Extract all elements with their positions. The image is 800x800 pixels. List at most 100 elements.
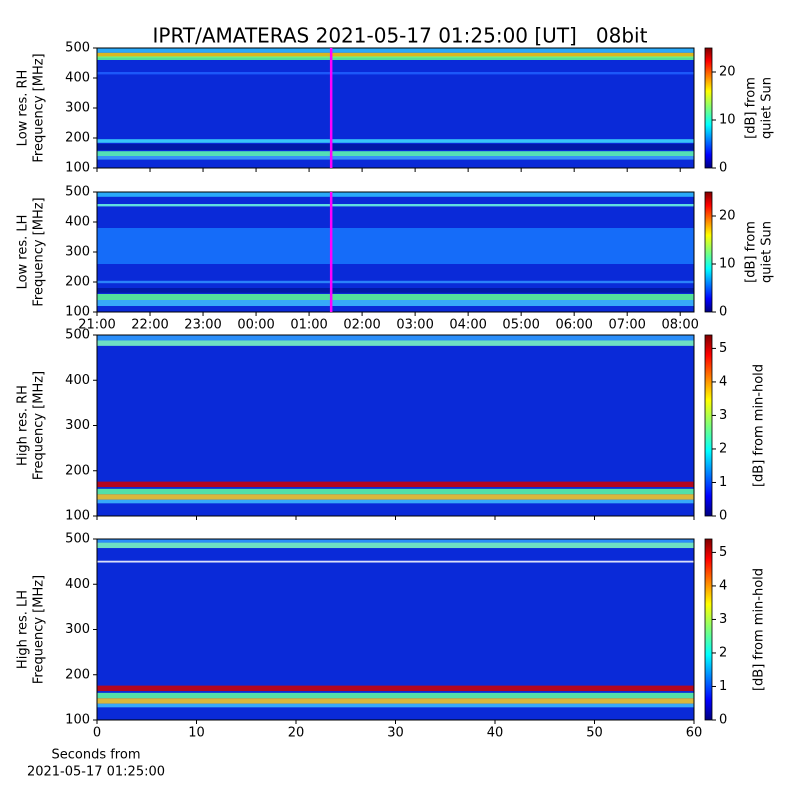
colorbar-tick-label: 0 (719, 509, 727, 524)
x-tick-label: 21:00 (78, 318, 115, 333)
colorbar-tick-label: 1 (719, 475, 727, 490)
spectrogram-band (97, 300, 694, 306)
spectrogram-band (97, 228, 694, 264)
y-axis-label: Low res. LH (16, 215, 31, 290)
x-tick-label: 06:00 (555, 318, 592, 333)
y-tick-label: 400 (65, 215, 90, 230)
colorbar-tick-label: 20 (719, 209, 736, 224)
y-axis-label: Frequency [MHz] (32, 371, 47, 480)
colorbar-tick-label: 3 (719, 612, 727, 627)
y-axis-label: High res. RH (16, 385, 31, 466)
colorbar-tick-label: 0 (719, 713, 727, 728)
spectrogram-band (97, 56, 694, 60)
x-tick-label: 02:00 (343, 318, 380, 333)
spectrogram-band (97, 488, 694, 495)
x-tick-label: 0 (93, 726, 101, 741)
colorbar-label: [dB] from (744, 221, 759, 283)
spectrogram-band (97, 280, 694, 284)
spectrogram-band (97, 499, 694, 504)
colorbar-label: [dB] from (744, 77, 759, 139)
y-tick-label: 500 (65, 328, 90, 343)
spectrogram-band (97, 560, 694, 563)
colorbar-label: quiet Sun (760, 77, 775, 139)
spectrogram-band (97, 52, 694, 58)
colorbar-label: [dB] from min-hold (752, 364, 767, 487)
spectrogram-band (97, 72, 694, 75)
spectrogram-band (97, 340, 694, 346)
colorbar-tick-label: 4 (719, 578, 727, 593)
colorbar-tick-label: 5 (719, 545, 727, 560)
x-tick-label: 07:00 (608, 318, 645, 333)
figure-title: IPRT/AMATERAS 2021-05-17 01:25:00 [UT] 0… (153, 24, 648, 48)
colorbar-tick-label: 3 (719, 408, 727, 423)
y-tick-label: 400 (65, 373, 90, 388)
y-axis-label: Frequency [MHz] (32, 53, 47, 162)
colorbar-tick-label: 2 (719, 645, 727, 660)
panel: 100 200 300 400 500 Low res. LH Frequency [MHz… (16, 185, 775, 333)
colorbar (704, 538, 713, 721)
y-axis-label: Frequency [MHz] (32, 575, 47, 684)
x-tick-label: 01:00 (290, 318, 327, 333)
x-tick-label: 60 (686, 726, 703, 741)
x-tick-label: 04:00 (449, 318, 486, 333)
colorbar-label: quiet Sun (760, 221, 775, 283)
spectrogram-band (97, 335, 694, 341)
spectrogram-band (97, 692, 694, 699)
spectrogram-band (97, 48, 694, 53)
y-tick-label: 100 (65, 509, 90, 524)
y-axis-label: High res. LH (16, 590, 31, 669)
spectrogram-band (97, 294, 694, 300)
spectrogram-band (97, 151, 694, 156)
y-tick-label: 300 (65, 245, 90, 260)
spectrogram-band (97, 204, 694, 207)
y-tick-label: 200 (65, 131, 90, 146)
y-tick-label: 100 (65, 161, 90, 176)
y-tick-label: 200 (65, 667, 90, 682)
y-tick-label: 300 (65, 101, 90, 116)
spectrogram-band (97, 288, 694, 293)
colorbar-tick-label: 0 (719, 161, 727, 176)
x-axis-label: Seconds from (51, 748, 140, 763)
y-tick-label: 500 (65, 185, 90, 200)
x-tick-label: 50 (586, 726, 603, 741)
spectrogram-band (97, 144, 694, 150)
y-tick-label: 300 (65, 622, 90, 637)
colorbar-tick-label: 20 (719, 65, 736, 80)
y-tick-label: 400 (65, 71, 90, 86)
colorbar-label: [dB] from min-hold (752, 568, 767, 691)
x-axis-label: 2021-05-17 01:25:00 (27, 765, 165, 780)
spectrogram-band (97, 192, 694, 197)
x-tick-label: 08:00 (661, 318, 698, 333)
x-tick-label: 03:00 (396, 318, 433, 333)
spectrogram-band (97, 494, 694, 500)
spectrogram-band (97, 539, 694, 543)
colorbar (704, 334, 713, 517)
y-tick-label: 200 (65, 275, 90, 290)
y-tick-label: 100 (65, 713, 90, 728)
spectrogram-band (97, 698, 694, 704)
y-tick-label: 300 (65, 418, 90, 433)
colorbar (704, 47, 713, 169)
colorbar-tick-label: 2 (719, 441, 727, 456)
spectrogram-band (97, 481, 694, 488)
spectrogram-band (97, 139, 694, 143)
colorbar-tick-label: 1 (719, 679, 727, 694)
x-tick-label: 23:00 (184, 318, 221, 333)
y-tick-label: 500 (65, 532, 90, 547)
spectrogram-band (97, 703, 694, 708)
x-tick-label: 20 (288, 726, 305, 741)
y-tick-label: 100 (65, 305, 90, 320)
x-tick-label: 30 (387, 726, 404, 741)
colorbar-tick-label: 10 (719, 113, 736, 128)
colorbar-tick-label: 10 (719, 257, 736, 272)
panel: 100 200 300 4 0 0 500 High res. LH Frequency [MH… (16, 532, 767, 780)
y-tick-label: 500 (65, 41, 90, 56)
y-axis-label: Frequency [MHz] (32, 197, 47, 306)
y-tick-label: 200 (65, 463, 90, 478)
panel: 100 200 300 400 500 High res. RH Frequency [MH… (16, 328, 767, 524)
x-tick-label: 00:00 (237, 318, 274, 333)
spectrogram-band (97, 542, 694, 549)
colorbar-tick-label: 5 (719, 341, 727, 356)
